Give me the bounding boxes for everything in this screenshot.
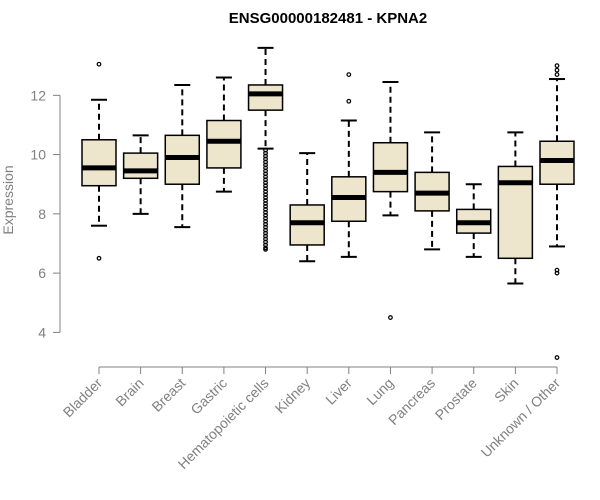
outlier-point: [263, 198, 268, 203]
outlier-point: [263, 247, 268, 252]
outlier-point: [554, 270, 560, 276]
y-tick-label: 12: [30, 87, 46, 103]
iqr-box: [497, 165, 534, 260]
box-brain: [122, 134, 159, 215]
outlier-point: [263, 215, 268, 221]
outlier-point: [263, 201, 268, 206]
outlier-point: [263, 177, 268, 183]
y-axis-label: Expression: [0, 165, 16, 234]
chart-title: ENSG00000182481 - KPNA2: [229, 10, 427, 27]
outlier-point: [263, 162, 268, 168]
box-skin: [497, 131, 534, 285]
outlier-point: [346, 72, 352, 77]
x-tick-label: Breast: [148, 375, 188, 415]
outlier-point: [554, 63, 560, 69]
y-axis: 4 6 8 10 12: [30, 87, 61, 340]
box-hematopoietic-cells: [247, 46, 284, 252]
outlier-point: [263, 180, 268, 186]
outlier-point: [263, 147, 268, 153]
box-pancreas: [414, 131, 450, 251]
iqr-box: [247, 84, 284, 111]
outlier-point: [263, 209, 268, 215]
box-breast: [164, 83, 201, 229]
x-tick-label: Skin: [491, 375, 522, 406]
x-tick-label: Lung: [363, 375, 396, 408]
box-prostate: [455, 183, 492, 258]
x-tick-label: Unknown / Other: [478, 375, 564, 461]
outlier-point: [263, 233, 268, 239]
outlier-point: [263, 165, 268, 171]
box-kidney: [289, 152, 325, 263]
outlier-point: [346, 98, 352, 104]
outlier-point: [263, 242, 268, 248]
x-tick-label: Brain: [112, 375, 146, 409]
outlier-point: [263, 192, 268, 197]
y-tick-label: 10: [30, 147, 46, 163]
x-tick-label: Prostate: [432, 375, 480, 423]
outlier-point: [263, 212, 268, 218]
x-tick-label: Liver: [322, 375, 355, 408]
outlier-point: [263, 171, 268, 177]
outlier-point: [263, 230, 268, 236]
iqr-box: [372, 141, 409, 193]
outlier-point: [554, 72, 560, 77]
outlier-point: [263, 186, 268, 192]
outlier-point: [263, 156, 268, 162]
box-unknown-other: [539, 63, 575, 360]
outlier-point: [263, 183, 268, 189]
outlier-point: [263, 168, 268, 174]
outlier-point: [554, 67, 560, 73]
x-tick-label: Bladder: [60, 375, 106, 421]
outlier-point: [263, 207, 268, 212]
boxes-group: [81, 46, 575, 360]
box-bladder: [81, 61, 117, 261]
iqr-box: [122, 152, 159, 180]
outlier-point: [554, 267, 560, 273]
box-gastric: [206, 76, 242, 193]
outlier-point: [263, 221, 268, 227]
outlier-point: [263, 153, 268, 159]
y-tick-label: 4: [38, 324, 46, 340]
outlier-point: [263, 195, 268, 200]
outlier-point: [554, 355, 560, 360]
y-tick-label: 8: [38, 206, 46, 222]
outlier-point: [263, 150, 268, 156]
x-tick-label: Kidney: [272, 375, 314, 417]
iqr-box: [206, 119, 242, 169]
y-tick-label: 6: [38, 265, 46, 281]
outlier-point: [263, 227, 268, 233]
box-lung: [372, 81, 409, 320]
outlier-point: [263, 236, 268, 242]
iqr-box: [81, 139, 117, 187]
outlier-point: [263, 218, 268, 224]
outlier-point: [263, 239, 268, 245]
outlier-point: [96, 255, 102, 261]
box-liver: [331, 72, 367, 258]
outlier-point: [263, 174, 268, 180]
outlier-point: [263, 189, 268, 195]
outlier-point: [96, 61, 102, 67]
outlier-point: [263, 159, 268, 165]
outlier-point: [388, 315, 393, 320]
outlier-point: [263, 224, 268, 230]
outlier-point: [263, 204, 268, 209]
